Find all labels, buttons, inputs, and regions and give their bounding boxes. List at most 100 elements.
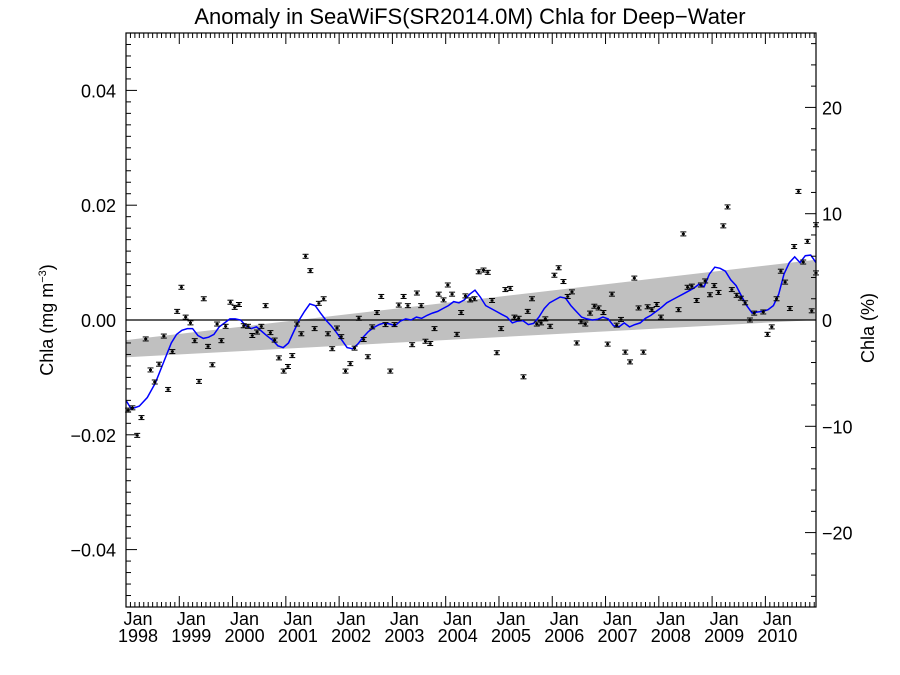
data-point (587, 310, 594, 316)
data-point (480, 267, 487, 273)
y-right-tick-label: 0 (822, 311, 832, 331)
data-point-marker (588, 312, 592, 315)
data-point-marker (126, 409, 130, 412)
data-point-marker (202, 297, 206, 300)
data-point (688, 283, 695, 289)
data-point-marker (650, 308, 654, 311)
data-point (493, 350, 500, 356)
data-point (760, 309, 767, 315)
data-point (800, 259, 807, 265)
data-point-marker (739, 297, 743, 300)
data-point-marker (468, 298, 472, 301)
data-point-marker (375, 311, 379, 314)
x-tick-label-year: 1998 (118, 626, 158, 646)
trend-band (126, 259, 816, 358)
x-tick-label-year: 2005 (491, 626, 531, 646)
data-point (245, 323, 252, 329)
data-point (165, 386, 172, 392)
data-point (422, 338, 429, 344)
data-point (560, 279, 567, 285)
y-axis-label-left-superscript: −3 (37, 270, 49, 283)
data-point (564, 293, 571, 299)
data-point-marker (677, 308, 681, 311)
data-point (214, 321, 221, 327)
data-point (289, 353, 296, 359)
data-point-marker (508, 287, 512, 290)
data-point-marker (570, 290, 574, 293)
data-point-marker (646, 305, 650, 308)
x-tick-label-month: Jan (496, 609, 525, 629)
data-point (138, 415, 145, 421)
data-point-marker (610, 293, 614, 296)
data-point-marker (681, 232, 685, 235)
data-point-marker (428, 342, 432, 345)
data-point (648, 307, 655, 313)
data-point-marker (290, 354, 294, 357)
data-point (768, 324, 775, 330)
data-point-marker (583, 323, 587, 326)
data-point-marker (530, 297, 534, 300)
data-point-marker (615, 324, 619, 327)
data-point-marker (326, 332, 330, 335)
data-point-marker (149, 368, 153, 371)
data-point (542, 316, 549, 322)
data-point (808, 308, 815, 314)
x-tick-label-year: 2001 (278, 626, 318, 646)
data-point-marker (268, 331, 272, 334)
data-point (742, 300, 749, 306)
data-point-marker (490, 299, 494, 302)
data-point (786, 306, 793, 312)
trend-band-layer (126, 259, 816, 358)
data-point-marker (783, 281, 787, 284)
data-point (578, 319, 585, 325)
data-point-marker (721, 224, 725, 227)
data-point (404, 303, 411, 309)
data-point-marker (304, 255, 308, 258)
data-point-marker (712, 284, 716, 287)
data-point (498, 326, 505, 332)
data-point (249, 332, 256, 338)
data-point-marker (282, 370, 286, 373)
data-point (271, 337, 278, 343)
data-point (413, 290, 420, 296)
data-point (134, 432, 141, 438)
data-point (720, 223, 727, 229)
data-point (440, 297, 447, 303)
data-point (791, 244, 798, 250)
data-point (373, 310, 380, 316)
data-point-marker (184, 316, 188, 319)
data-point-marker (703, 279, 707, 282)
data-point (391, 322, 398, 328)
data-point (262, 303, 269, 309)
data-point-marker (246, 325, 250, 328)
y-right-tick-label: −10 (822, 417, 853, 437)
data-point (311, 326, 318, 332)
x-tick-label-month: Jan (177, 609, 206, 629)
data-point-marker (486, 271, 490, 274)
data-point (267, 330, 274, 336)
data-point-marker (339, 335, 343, 338)
chart-title: Anomaly in SeaWiFS(SR2014.0M) Chla for D… (194, 4, 745, 29)
data-point (502, 287, 509, 293)
data-point (591, 303, 598, 309)
data-point (302, 253, 309, 259)
data-point (182, 314, 189, 320)
y-axis-label-right: Chla (%) (858, 293, 878, 363)
data-point (205, 343, 212, 349)
data-point (795, 188, 802, 194)
data-point-marker (557, 266, 561, 269)
data-point (298, 331, 305, 337)
data-point-marker (695, 299, 699, 302)
data-point-marker (766, 333, 770, 336)
data-point-marker (805, 240, 809, 243)
data-point-marker (308, 269, 312, 272)
data-point-marker (499, 327, 503, 330)
data-point (724, 204, 731, 210)
data-point (595, 305, 602, 311)
y-left-tick-label: 0.04 (81, 81, 116, 101)
x-tick-label-month: Jan (443, 609, 472, 629)
data-point (409, 342, 416, 348)
data-point-marker (521, 375, 525, 378)
data-point (617, 316, 624, 322)
